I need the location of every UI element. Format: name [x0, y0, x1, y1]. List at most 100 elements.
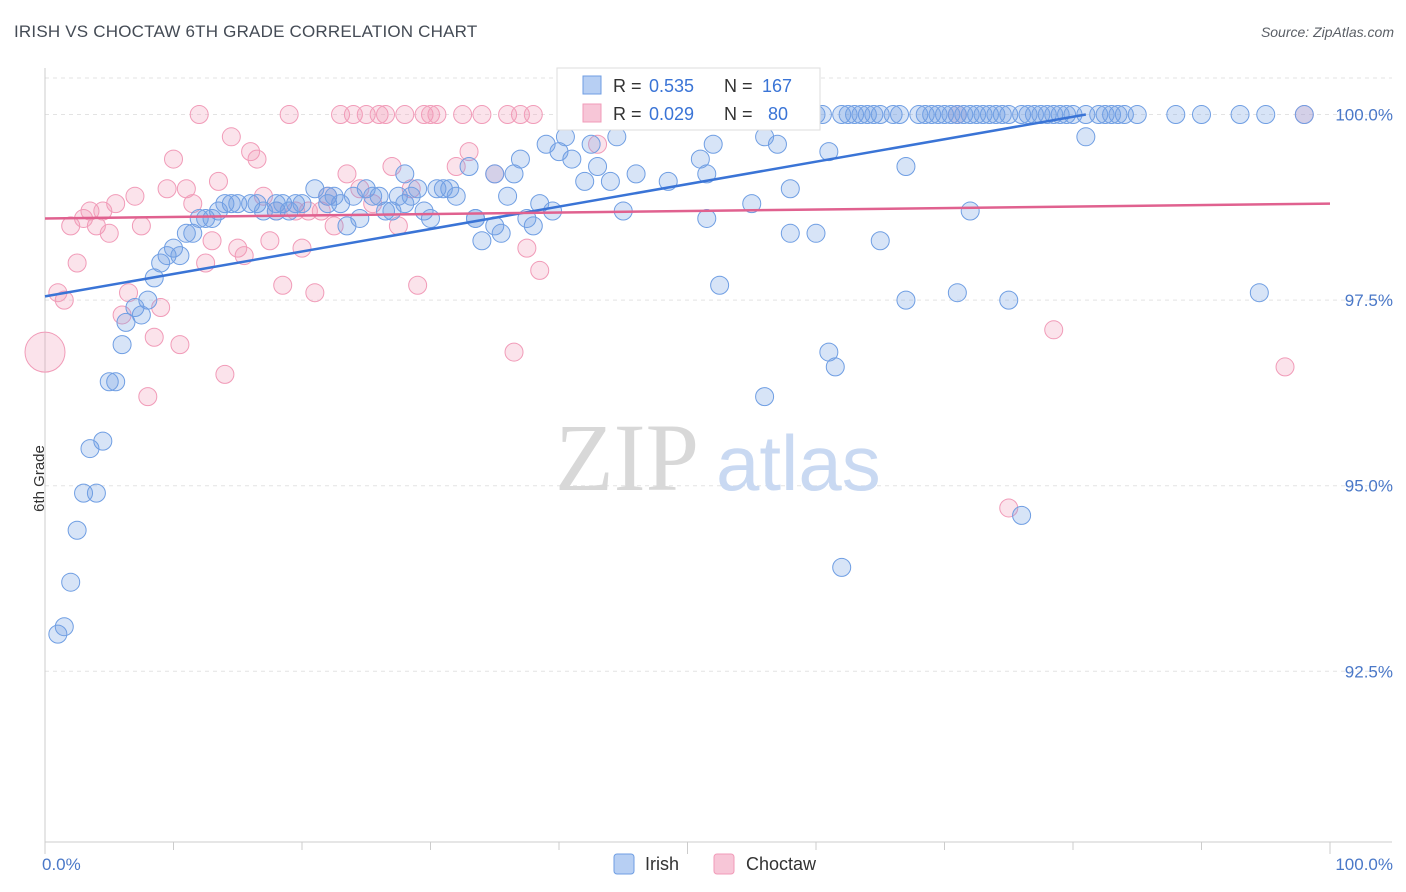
y-tick-label: 95.0% — [1345, 477, 1393, 496]
choctaw-point — [408, 275, 428, 295]
choctaw-point — [504, 342, 524, 362]
irish-point — [767, 134, 787, 154]
choctaw-point — [157, 179, 177, 199]
irish-point — [992, 105, 1012, 125]
irish-point — [61, 572, 81, 592]
irish-point — [363, 186, 383, 206]
irish-point — [498, 186, 518, 206]
choctaw-point — [131, 216, 151, 236]
choctaw-r-value: 0.029 — [649, 104, 694, 124]
choctaw-point — [247, 149, 267, 169]
irish-point — [523, 216, 543, 236]
irish-point — [395, 194, 415, 214]
irish-point — [421, 208, 440, 228]
irish-legend-swatch — [582, 75, 602, 95]
choctaw-point — [530, 260, 550, 280]
irish-n-label: N = — [724, 76, 753, 96]
irish-point — [581, 134, 601, 154]
irish-point — [350, 208, 370, 228]
irish-point — [1012, 505, 1032, 525]
irish-point — [292, 194, 312, 214]
irish-bottom-swatch — [613, 853, 635, 875]
watermark-atlas: atlas — [716, 419, 881, 507]
irish-point — [1294, 105, 1314, 125]
irish-point — [395, 164, 415, 184]
choctaw-point — [54, 290, 74, 310]
irish-point — [138, 290, 158, 310]
irish-point — [864, 105, 884, 125]
irish-point — [954, 105, 974, 125]
irish-point — [472, 231, 492, 251]
chart-source: Source: ZipAtlas.com — [1260, 24, 1394, 40]
irish-point — [832, 557, 852, 577]
choctaw-n-value: 80 — [768, 104, 788, 124]
irish-point — [99, 372, 119, 392]
irish-bottom-label: Irish — [645, 854, 679, 874]
irish-point — [414, 201, 434, 221]
choctaw-point — [369, 105, 389, 125]
choctaw-point — [1044, 320, 1064, 340]
stats-legend: R = 0.535 N = 167 R = 0.029 N = 80 — [556, 67, 821, 131]
x-tick-label: 100.0% — [1335, 855, 1393, 874]
axes — [44, 68, 1392, 854]
watermark-zip: ZIP — [555, 404, 699, 511]
irish-point — [555, 127, 575, 147]
irish-point — [838, 105, 858, 125]
choctaw-point — [395, 105, 415, 125]
irish-point — [890, 105, 910, 125]
irish-point — [896, 290, 916, 310]
irish-points — [48, 105, 1314, 644]
tick-labels: 100.0% 97.5% 95.0% 92.5% 0.0% 100.0% — [42, 106, 1393, 874]
irish-point — [1076, 127, 1096, 147]
choctaw-n-label: N = — [724, 104, 753, 124]
y-tick-label: 92.5% — [1345, 662, 1393, 681]
choctaw-point — [292, 238, 312, 258]
irish-point — [176, 223, 196, 243]
irish-point — [112, 335, 132, 355]
irish-point — [247, 194, 267, 214]
choctaw-point — [99, 223, 119, 243]
irish-point — [1256, 105, 1276, 125]
irish-point — [870, 231, 890, 251]
y-tick-label: 97.5% — [1345, 291, 1393, 310]
choctaw-point — [202, 231, 222, 251]
irish-point — [575, 171, 595, 191]
choctaw-point — [221, 127, 241, 147]
irish-point — [170, 246, 190, 266]
irish-point — [324, 186, 344, 206]
trend-lines — [44, 113, 1331, 298]
irish-point — [1108, 105, 1128, 125]
choctaw-point — [144, 327, 164, 347]
choctaw-point — [337, 164, 357, 184]
irish-point — [485, 164, 505, 184]
irish-n-value: 167 — [762, 76, 792, 96]
choctaw-point — [305, 283, 325, 303]
irish-point — [446, 186, 466, 206]
irish-point — [1166, 105, 1186, 125]
choctaw-bottom-label: Choctaw — [746, 854, 817, 874]
choctaw-trend-line — [44, 202, 1331, 220]
irish-point — [1230, 105, 1250, 125]
irish-point — [510, 149, 530, 169]
y-tick-label: 100.0% — [1335, 106, 1393, 125]
irish-point — [755, 387, 775, 407]
irish-point — [607, 127, 627, 147]
choctaw-point — [24, 331, 66, 373]
irish-point — [883, 105, 903, 125]
choctaw-point — [421, 105, 440, 125]
choctaw-point — [125, 186, 145, 206]
grid-lines — [45, 77, 1392, 672]
irish-point — [1249, 283, 1269, 303]
choctaw-point — [427, 105, 447, 125]
choctaw-point — [208, 171, 228, 191]
irish-point — [710, 275, 730, 295]
irish-point — [54, 617, 74, 637]
irish-point — [266, 201, 286, 221]
irish-point — [999, 290, 1019, 310]
irish-point — [825, 357, 845, 377]
irish-r-value: 0.535 — [649, 76, 694, 96]
irish-point — [697, 164, 717, 184]
irish-point — [106, 372, 126, 392]
irish-point — [202, 208, 222, 228]
irish-point — [562, 149, 582, 169]
